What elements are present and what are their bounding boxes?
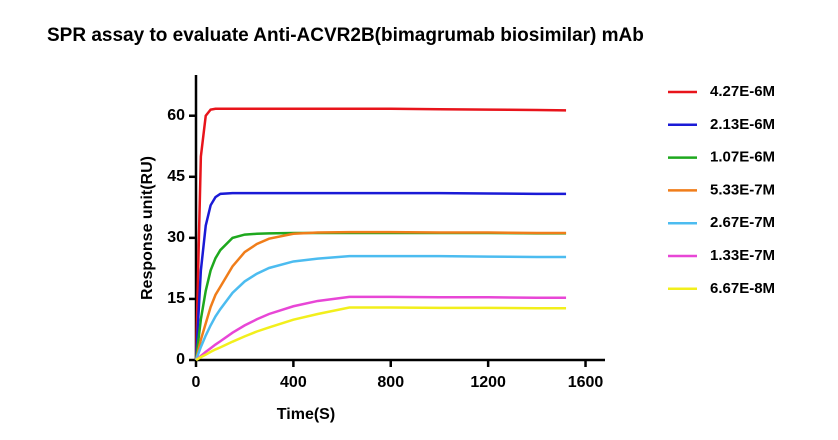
y-tick-label: 45	[167, 168, 185, 185]
x-tick-label: 0	[192, 374, 201, 391]
series-line	[195, 306, 567, 362]
x-tick-label: 1200	[470, 374, 506, 391]
x-tick-label: 800	[377, 374, 404, 391]
legend-label: 2.67E-7M	[710, 214, 775, 231]
y-axis-label: Response unit(RU)	[139, 156, 156, 300]
y-tick-label: 60	[167, 107, 185, 124]
legend-label: 1.33E-7M	[710, 247, 775, 264]
series-line	[194, 254, 567, 361]
y-tick-label: 30	[167, 229, 185, 246]
x-tick-label: 400	[280, 374, 307, 391]
legend-label: 6.67E-8M	[710, 280, 775, 297]
legend-label: 2.13E-6M	[710, 116, 775, 133]
y-tick-label: 0	[176, 351, 185, 368]
y-tick-label: 15	[167, 290, 185, 307]
legend-label: 1.07E-6M	[710, 149, 775, 166]
series-line	[194, 107, 567, 361]
chart-title: SPR assay to evaluate Anti-ACVR2B(bimagr…	[47, 25, 644, 46]
x-axis-label: Time(S)	[277, 406, 335, 423]
series-line	[194, 230, 567, 361]
legend-label: 4.27E-6M	[710, 83, 775, 100]
series-line	[195, 295, 567, 361]
legend-label: 5.33E-7M	[710, 181, 775, 198]
series-line	[194, 191, 567, 361]
x-tick-label: 1600	[568, 374, 604, 391]
